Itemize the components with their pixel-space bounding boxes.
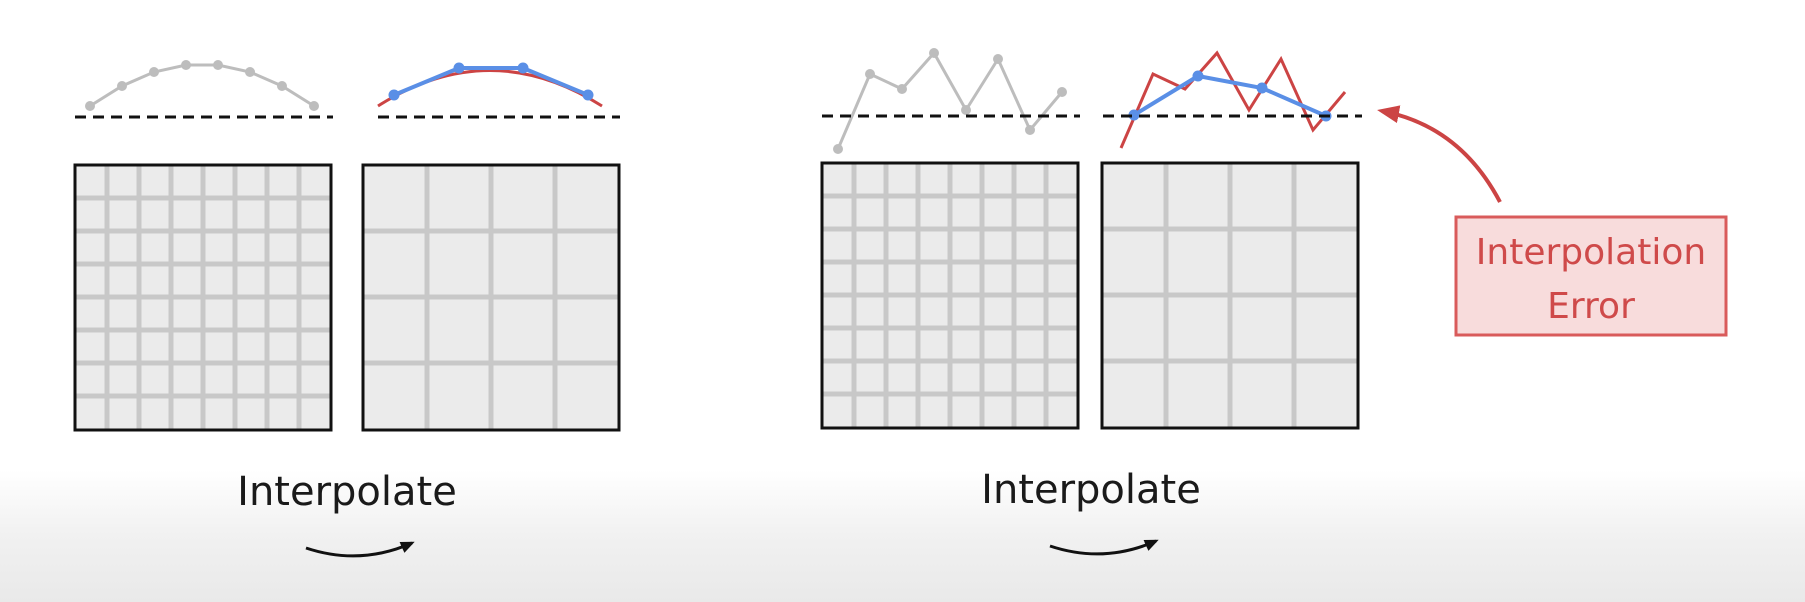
right-fine-signal-line [836, 50, 1064, 150]
right-coarse-grid [1100, 161, 1360, 430]
right-coarse-signal [1119, 50, 1347, 149]
callout-pointer-arrow [1377, 105, 1502, 203]
callout-line-1: Interpolation [1476, 232, 1706, 273]
left-fine-signal-points [85, 60, 319, 111]
left-curved-arrow [305, 541, 415, 558]
left-fine-signal [85, 60, 319, 111]
left-coarse-signal [377, 62, 603, 108]
left-coarse-grid [361, 163, 621, 432]
callout-line-2: Error [1547, 286, 1635, 327]
right-fine-signal-points [833, 48, 1067, 154]
left-group: Interpolate [73, 60, 621, 558]
left-coarse-blue-line [393, 66, 589, 97]
left-interpolate-label: Interpolate [237, 469, 457, 515]
right-interpolate-label: Interpolate [981, 467, 1201, 513]
interpolation-error-callout: Interpolation Error [1377, 105, 1728, 337]
right-coarse-blue-line [1132, 73, 1327, 118]
left-fine-grid [73, 163, 333, 432]
callout-box [1454, 215, 1728, 337]
left-coarse-points [388, 62, 594, 101]
right-fine-signal [833, 48, 1067, 154]
right-group: Interpolate [820, 48, 1362, 556]
right-fine-grid [820, 161, 1080, 430]
left-fine-signal-line [89, 63, 315, 108]
right-curved-arrow [1049, 539, 1159, 556]
